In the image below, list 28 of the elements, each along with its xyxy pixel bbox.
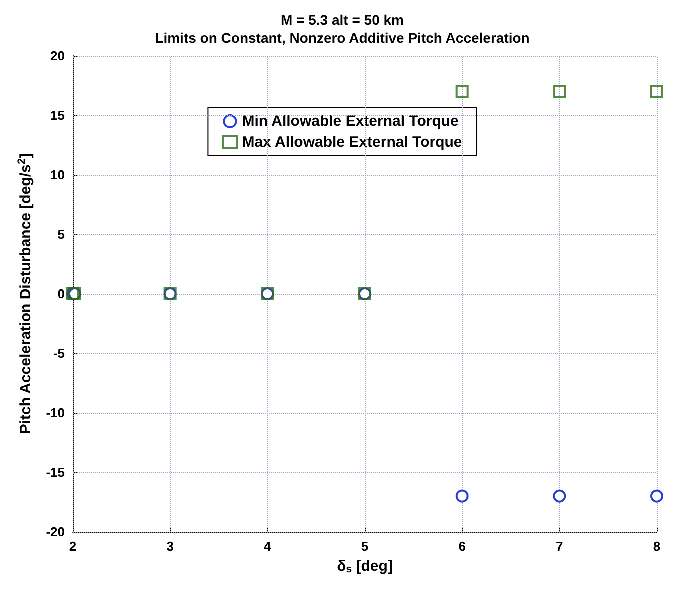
y-tick-label: 15 (50, 108, 65, 123)
y-tick-label: -15 (46, 465, 65, 480)
y-tick-label: 20 (50, 48, 65, 64)
chart-subtitle: Limits on Constant, Nonzero Additive Pitch Acceleration (155, 30, 530, 46)
x-tick-label: 7 (556, 539, 564, 554)
y-tick-label: -20 (46, 524, 65, 540)
y-tick-label: -10 (46, 406, 65, 420)
x-tick-label: 2 (69, 539, 77, 554)
point (456, 85, 469, 98)
y-tick-label: -5 (53, 346, 65, 361)
y-axis-title: Pitch Acceleration Disturbance [deg/s2] (16, 154, 34, 434)
y-tick-label: 0 (58, 286, 65, 302)
point (650, 490, 664, 503)
legend-label: Min Allowable External Torque (242, 113, 459, 130)
x-tick-label: 4 (264, 539, 272, 554)
point (553, 85, 566, 98)
x-tick-label: 6 (458, 539, 466, 554)
y-tick-label: 10 (50, 168, 65, 182)
point (650, 85, 664, 98)
x-tick-label: 8 (653, 539, 661, 554)
x-tick-label: 3 (166, 539, 174, 554)
point (553, 490, 566, 503)
chart-title: M = 5.3 alt = 50 km (281, 12, 404, 28)
legend-label: Max Allowable External Torque (242, 134, 462, 151)
x-tick-label: 5 (361, 539, 369, 554)
x-axis-title: δs [deg] (337, 558, 393, 576)
y-tick-label: 5 (58, 227, 65, 242)
point (456, 490, 469, 503)
